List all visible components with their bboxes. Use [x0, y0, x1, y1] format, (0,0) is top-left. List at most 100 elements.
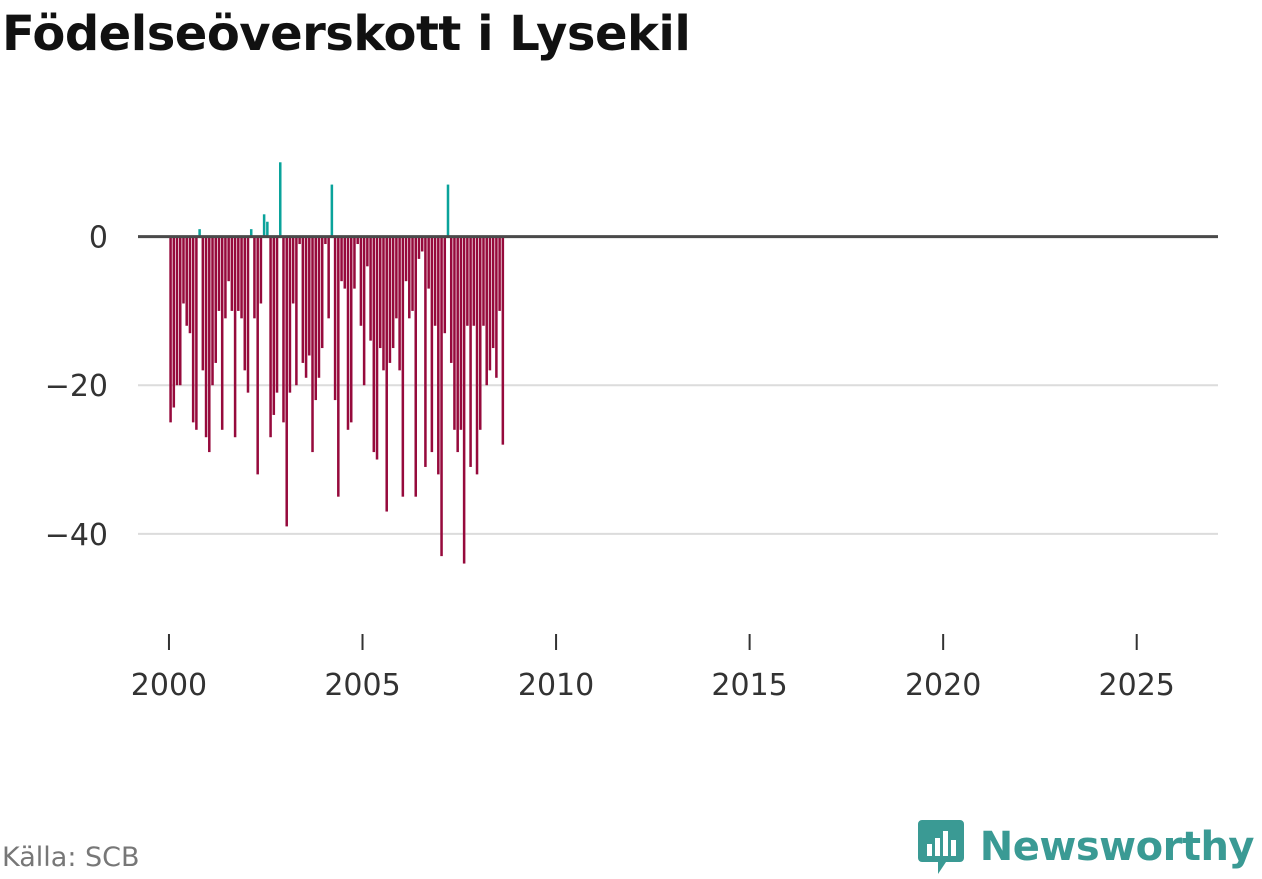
bar: [188, 236, 192, 334]
bar: [482, 236, 485, 326]
bar: [427, 236, 430, 289]
bar: [495, 236, 498, 378]
bar: [175, 236, 179, 386]
bar: [430, 236, 434, 453]
bar: [272, 236, 276, 415]
bar: [246, 236, 250, 393]
bar: [240, 236, 243, 319]
bar: [237, 236, 240, 311]
bar: [501, 236, 505, 445]
bar: [269, 236, 272, 438]
bar: [401, 236, 405, 497]
bar: [456, 236, 459, 453]
newsworthy-logo-icon: [917, 820, 964, 874]
bar: [491, 236, 495, 349]
bar: [488, 236, 492, 371]
x-tick-label: 2015: [711, 668, 787, 703]
bar: [462, 236, 466, 564]
y-axis: 0 −20 −40: [45, 221, 108, 553]
bar: [317, 236, 321, 378]
bar: [311, 236, 314, 453]
bar: [340, 236, 343, 282]
bar: [375, 236, 379, 460]
x-tick-label: 2005: [324, 668, 400, 703]
bar: [469, 236, 472, 467]
bar: [414, 236, 417, 497]
bar: [498, 236, 501, 311]
bar: [182, 236, 185, 304]
bar: [411, 236, 414, 311]
bar: [198, 229, 201, 237]
bar: [475, 236, 479, 475]
bar: [220, 236, 224, 430]
bar: [395, 236, 398, 319]
x-tick-label: 2010: [518, 668, 594, 703]
bar: [324, 236, 327, 245]
bar: [172, 236, 176, 408]
bar: [356, 236, 359, 245]
bar: [285, 236, 288, 527]
bar: [372, 236, 376, 453]
bar: [256, 236, 259, 475]
bar: [204, 236, 208, 438]
bar: [459, 236, 463, 430]
bar: [179, 236, 182, 386]
bar: [388, 236, 392, 363]
source-note: Källa: SCB: [2, 842, 140, 873]
bar: [327, 236, 330, 319]
bar: [320, 236, 324, 349]
bar: [227, 236, 230, 282]
bar: [369, 236, 372, 341]
bar-chart: 0 −20 −40 2000 2005 2010 2015 2020 2025: [45, 162, 1218, 703]
bar: [288, 236, 292, 393]
bar: [214, 236, 217, 363]
bar: [169, 236, 172, 423]
bar: [408, 236, 411, 319]
bar: [301, 236, 305, 363]
bar: [433, 236, 437, 326]
bar: [308, 236, 311, 356]
bar: [295, 236, 298, 386]
bar: [446, 184, 450, 237]
bar: [266, 221, 269, 237]
bar: [275, 236, 279, 393]
bar: [259, 236, 263, 304]
gridlines: [138, 384, 1218, 535]
bar: [217, 236, 221, 311]
bar: [349, 236, 353, 423]
bar: [379, 236, 382, 349]
bar: [449, 236, 453, 363]
bar: [314, 236, 317, 401]
x-axis: 2000 2005 2010 2015 2020 2025: [131, 634, 1175, 703]
brand-logo: Newsworthy: [916, 818, 1255, 876]
bar: [443, 236, 447, 334]
bar: [359, 236, 363, 326]
bar: [201, 236, 205, 371]
bar: [440, 236, 443, 557]
bar: [385, 236, 388, 512]
chart-title: Födelseöverskott i Lysekil: [2, 6, 691, 62]
bar: [298, 236, 301, 245]
y-tick-label: −40: [45, 518, 108, 553]
bar: [485, 236, 488, 386]
bar: [243, 236, 247, 371]
bar: [304, 236, 308, 378]
x-tick-label: 2025: [1099, 668, 1175, 703]
bar: [437, 236, 440, 475]
bars: [169, 162, 505, 564]
bar: [362, 236, 366, 386]
bar: [366, 236, 369, 267]
y-tick-label: −20: [45, 369, 108, 404]
x-tick-label: 2020: [905, 668, 981, 703]
bar: [253, 236, 256, 319]
bar: [398, 236, 401, 371]
bar: [479, 236, 482, 430]
bar: [249, 229, 253, 237]
bar: [382, 236, 385, 371]
bar: [185, 236, 188, 326]
bar: [417, 236, 421, 259]
bar: [424, 236, 427, 467]
bar: [330, 184, 334, 237]
bar: [230, 236, 234, 311]
bar: [279, 162, 282, 237]
